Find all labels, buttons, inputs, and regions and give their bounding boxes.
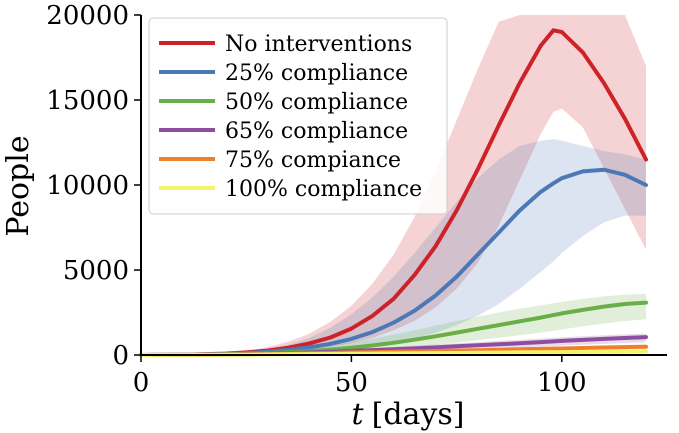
legend-entry-label: 50% compliance: [225, 90, 408, 115]
y-axis-ticks: 0 5000 10000 15000 20000: [46, 1, 141, 371]
y-tick-label: 0: [112, 341, 129, 371]
x-tick-label: 100: [537, 368, 587, 398]
y-tick-label: 20000: [46, 1, 129, 31]
legend-entry-label: 25% compliance: [225, 61, 408, 86]
x-tick-label: 0: [133, 368, 150, 398]
legend-box: [148, 17, 448, 215]
x-axis-ticks: 0 50 100: [133, 355, 587, 398]
legend-entry-label: 75% compiance: [225, 148, 401, 173]
x-axis-label-variable: t: [352, 397, 365, 432]
legend-entry-label: No interventions: [225, 32, 412, 57]
series-lines: [139, 28, 648, 357]
y-tick-label: 5000: [63, 256, 129, 286]
band-25-compliance: [141, 139, 646, 355]
y-axis-label: People: [1, 135, 36, 236]
band-no-interventions: [141, 15, 646, 355]
legend-entry-label: 65% compliance: [225, 119, 408, 144]
x-axis-label-unit: [days]: [372, 397, 465, 432]
legend: No interventions 25% compliance 50% compli…: [148, 17, 448, 215]
x-tick-label: 50: [335, 368, 368, 398]
band-50-compliance: [141, 293, 646, 355]
x-axis-label: t [days]: [352, 397, 465, 432]
legend-entry-label: 100% compliance: [225, 177, 422, 202]
y-tick-label: 10000: [46, 171, 129, 201]
y-tick-label: 15000: [46, 86, 129, 116]
